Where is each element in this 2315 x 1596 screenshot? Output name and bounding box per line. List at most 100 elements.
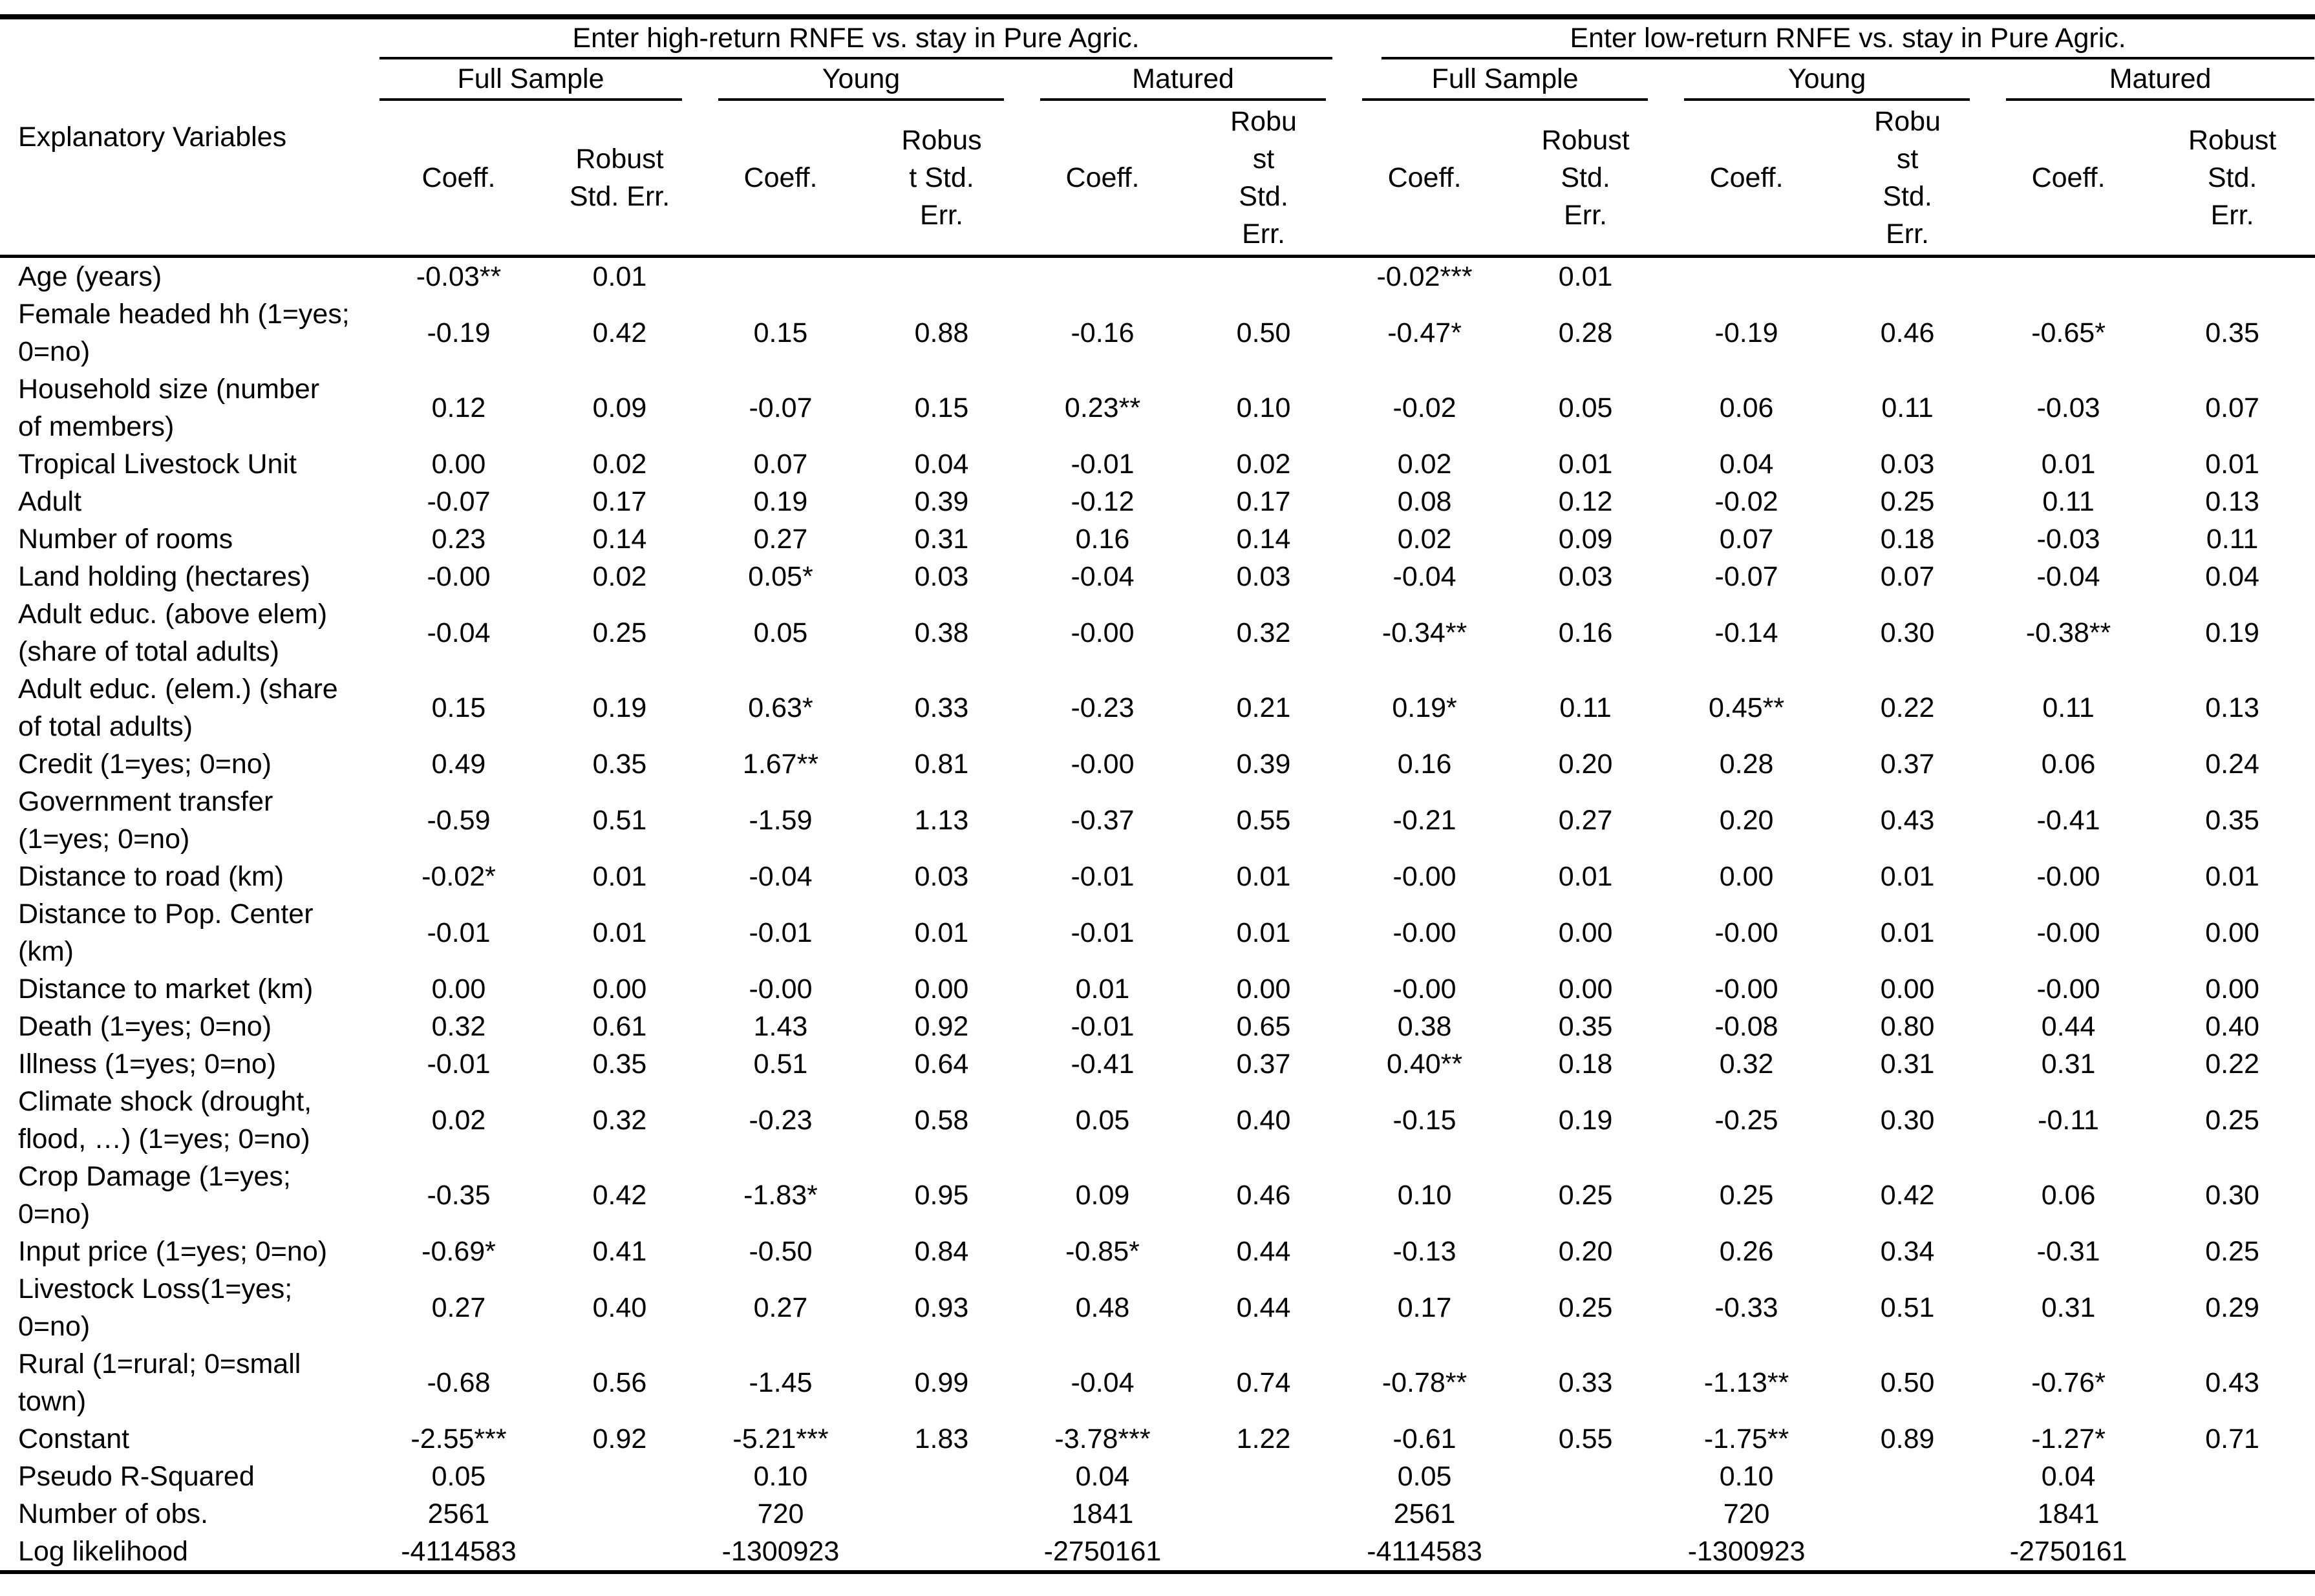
value-cell: 1841 [2037,1498,2100,1529]
value-cell: 0.19 [753,486,808,517]
value-cell: 0.95 [914,1180,969,1211]
value-cell: 0.00 [1558,974,1613,1005]
table-row: Death (1=yes; 0=no) 0.32 0.61 1.43 0.92 -0.01… [0,1008,2315,1045]
value-cell: -0.00 [1714,974,1778,1005]
value-cell: 0.03 [1880,449,1935,480]
value-cell: 0.01 [1236,861,1291,892]
col-header-coeff: Coeff. [1344,101,1506,258]
col-header-explanatory-variables: Explanatory Variables [0,17,378,258]
value-cell: 0.39 [1236,749,1291,780]
row-label: Illness (1=yes; 0=no) [18,1048,277,1080]
value-cell [1183,1533,1344,1572]
value-cell: -0.02 [1392,392,1456,423]
value-cell: 0.14 [1236,524,1291,555]
subgroup-label: Matured [1132,63,1234,94]
value-cell: 0.81 [914,749,969,780]
value-cell: 0.25 [2205,1236,2259,1267]
value-cell: 0.65 [1236,1011,1291,1042]
value-cell: 0.02 [1236,449,1291,480]
value-cell [1022,257,1183,296]
col-header-robust-se: Robu st Std. Err. [1183,101,1345,258]
value-cell: -3.78*** [1054,1423,1151,1454]
value-cell: 0.10 [753,1461,808,1492]
table-body: Age (years) -0.03** 0.01 -0.02*** 0.01 Female… [0,257,2315,1573]
value-cell: 0.32 [1719,1048,1774,1080]
value-cell: 0.44 [1236,1292,1291,1323]
value-cell: 1.13 [914,805,969,836]
value-cell: 0.12 [431,392,486,423]
value-cell: 0.02 [431,1105,486,1136]
value-cell: 0.01 [1558,261,1613,292]
value-cell: 2561 [427,1498,490,1529]
subgroup-header-hr-young: Young [700,59,1022,101]
value-cell: 0.13 [2205,692,2259,723]
value-cell: -1.59 [749,805,813,836]
group-header-low-return: Enter low-return RNFE vs. stay in Pure A… [1344,17,2315,59]
value-cell: 0.05 [1397,1461,1452,1492]
value-cell: -0.04 [1071,561,1135,592]
value-cell: -0.21 [1392,805,1456,836]
row-label: Household size (number of members) [18,374,320,442]
value-cell [861,1458,1022,1495]
value-cell: 0.01 [914,917,969,948]
value-cell: 0.51 [592,805,647,836]
row-label: Adult [18,486,82,517]
value-cell: 0.42 [592,317,647,348]
table-row: Livestock Loss(1=yes; 0=no) 0.27 0.40 0.27 0… [0,1270,2315,1345]
value-cell: 0.06 [2041,1180,2096,1211]
value-cell: 0.35 [592,1048,647,1080]
value-cell: 0.30 [1880,617,1935,648]
value-cell: 0.01 [1075,974,1130,1005]
value-cell: 0.15 [431,692,486,723]
subgroup-label: Young [822,63,901,94]
value-cell: 0.28 [1558,317,1613,348]
value-cell: 0.01 [1236,917,1291,948]
value-cell: -0.11 [2038,1105,2099,1136]
value-cell: -0.01 [1071,917,1135,948]
table-row: Climate shock (drought, flood, …) (1=yes… [0,1083,2315,1158]
value-cell: 0.05 [1558,392,1613,423]
value-cell: -0.12 [1071,486,1135,517]
table-row: Household size (number of members) 0.12 0.… [0,370,2315,445]
value-cell: 0.04 [1075,1461,1130,1492]
group-header-high-return: Enter high-return RNFE vs. stay in Pure … [378,17,1344,59]
value-cell [2149,257,2315,296]
row-label: Pseudo R-Squared [18,1461,255,1492]
value-cell: 0.64 [914,1048,969,1080]
value-cell: 0.13 [2205,486,2259,517]
value-cell: 0.33 [914,692,969,723]
value-cell: 0.11 [1881,392,1934,423]
col-header-coeff: Coeff. [1988,101,2150,258]
value-cell: -0.14 [1714,617,1778,648]
value-cell: -0.15 [1392,1105,1456,1136]
table-row: Distance to Pop. Center (km) -0.01 0.01 -0.… [0,895,2315,970]
value-cell: 0.25 [1558,1292,1613,1323]
value-cell: -1.75** [1703,1423,1789,1454]
value-cell: 0.00 [2205,974,2259,1005]
value-cell: 0.92 [592,1423,647,1454]
table-row: Tropical Livestock Unit 0.00 0.02 0.07 0.04 -… [0,445,2315,483]
value-cell: -1.27* [2031,1423,2106,1454]
value-cell: 0.50 [1880,1367,1935,1398]
value-cell [1183,257,1344,296]
value-cell: 0.01 [1880,917,1935,948]
value-cell: 0.11 [1559,692,1612,723]
value-cell: 0.02 [592,449,647,480]
value-cell [539,1458,700,1495]
table-row: Pseudo R-Squared 0.05 0.10 0.04 0.05 0.10 0.04 [0,1458,2315,1495]
col-header-robust-se: Robust Std. Err. [539,101,700,258]
value-cell: 720 [757,1498,804,1529]
value-cell: 0.27 [753,1292,808,1323]
value-cell: -0.00 [1071,749,1135,780]
value-cell: 0.16 [1397,749,1452,780]
row-label: Tropical Livestock Unit [18,449,297,480]
row-label: Crop Damage (1=yes; 0=no) [18,1161,291,1229]
value-cell: -0.04 [749,861,813,892]
value-cell [2149,1458,2315,1495]
value-cell: -0.04 [2036,561,2100,592]
table-row: Number of rooms 0.23 0.14 0.27 0.31 0.16 0.14 0… [0,520,2315,558]
value-cell: 0.35 [2205,805,2259,836]
value-cell: 0.22 [2205,1048,2259,1080]
value-cell: 0.18 [1880,524,1935,555]
value-cell: -0.01 [427,917,491,948]
